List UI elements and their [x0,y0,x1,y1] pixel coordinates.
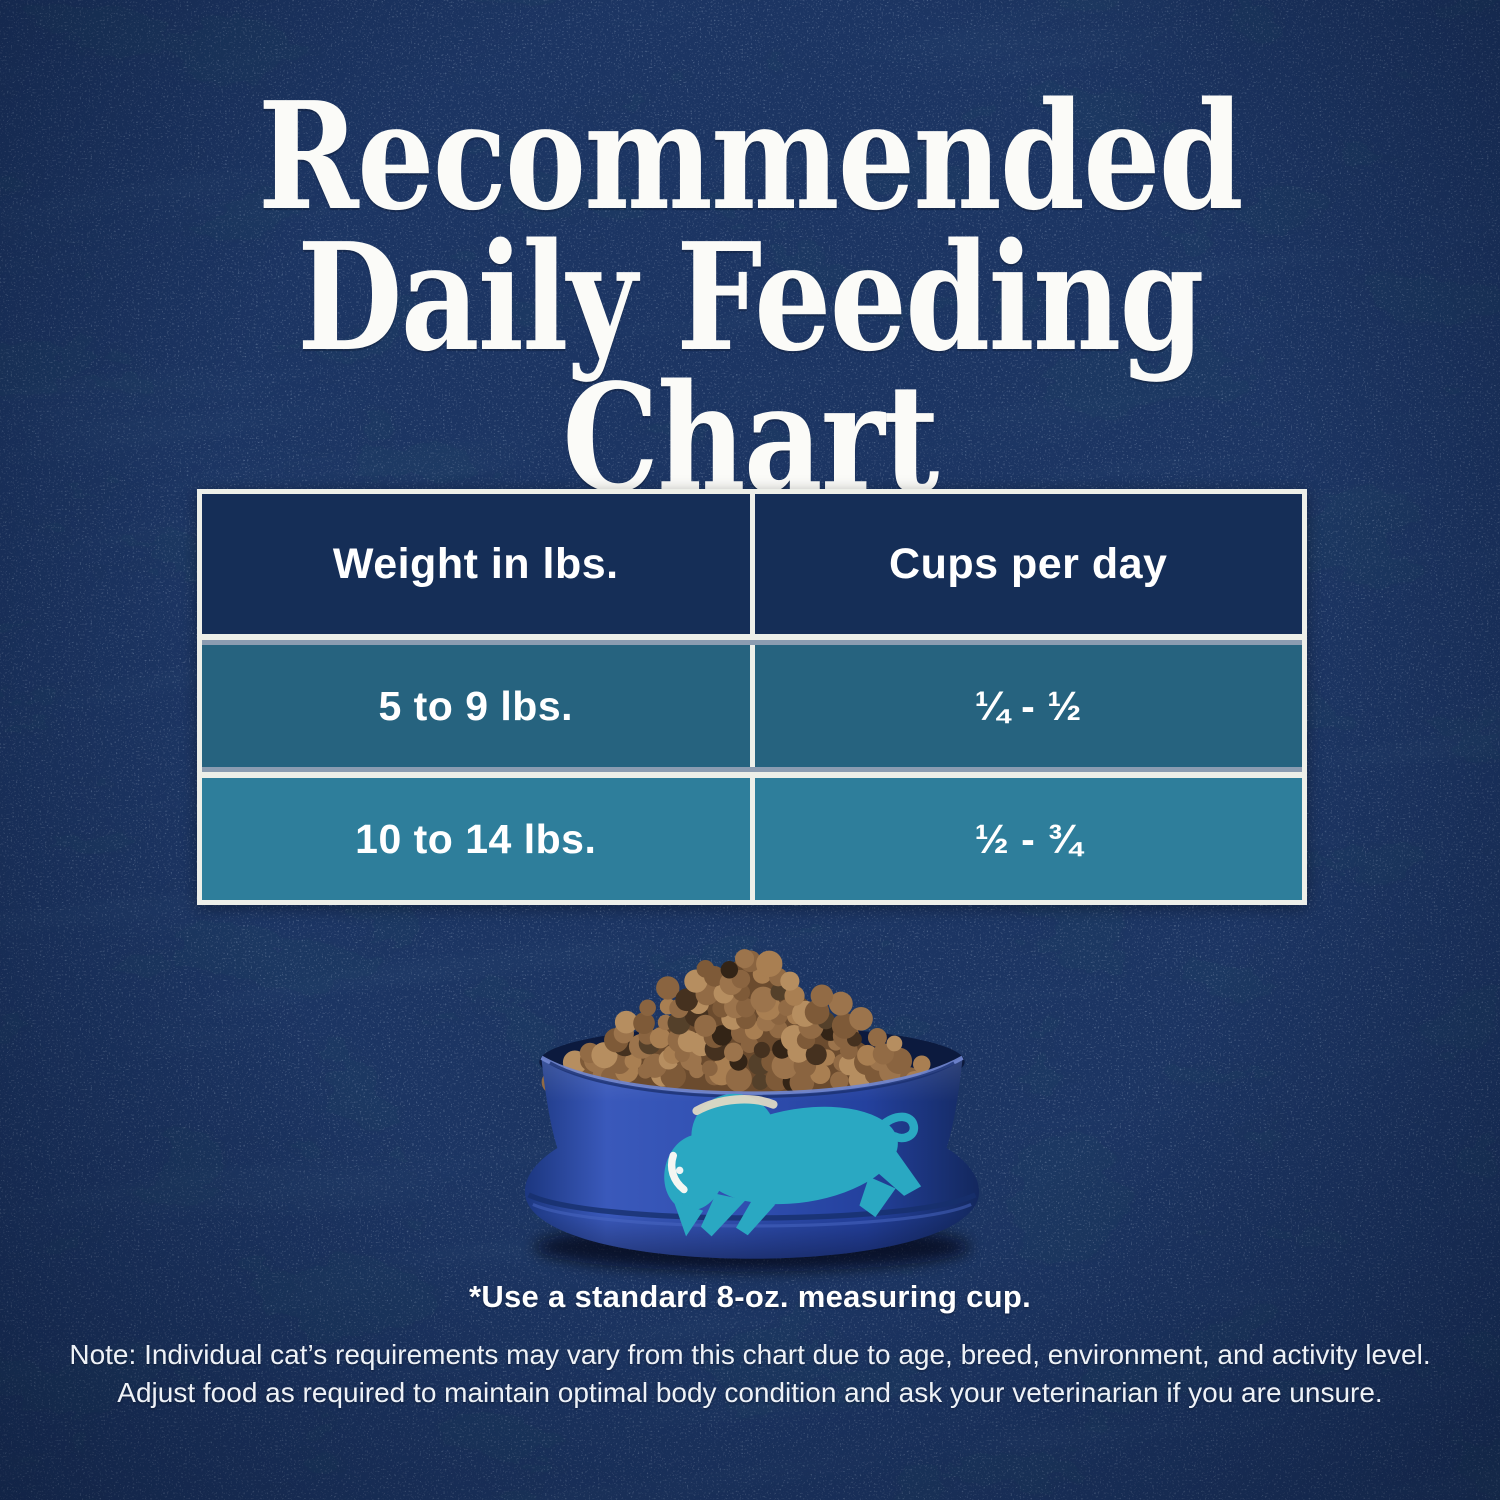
table-row: 5 to 9 lbs. ¼ - ½ [202,645,1302,767]
buffalo-logo [664,1093,922,1237]
disclaimer-note: Note: Individual cat’s requirements may … [0,1336,1500,1412]
feeding-table: Weight in lbs. Cups per day 5 to 9 lbs. … [197,489,1307,905]
disclaimer-line-2: Adjust food as required to maintain opti… [117,1377,1383,1408]
table-header-row: Weight in lbs. Cups per day [202,494,1302,634]
column-header-weight: Weight in lbs. [202,494,750,634]
title-line-1: Recommended [257,69,1244,243]
kibble-pile [541,949,944,1101]
column-header-cups: Cups per day [754,494,1302,634]
row-divider [202,634,1302,645]
disclaimer-line-1: Note: Individual cat’s requirements may … [69,1339,1431,1370]
cups-cell: ¼ - ½ [754,645,1302,767]
page-title: Recommended Daily Feeding Chart [135,69,1365,525]
weight-cell: 5 to 9 lbs. [202,645,750,767]
table-row: 10 to 14 lbs. ½ - ¾ [202,778,1302,900]
measuring-cup-footnote: *Use a standard 8-oz. measuring cup. [468,1279,1032,1314]
column-divider [749,778,755,900]
column-divider [749,645,755,767]
row-divider [202,767,1302,778]
cups-cell: ½ - ¾ [754,778,1302,900]
food-bowl-illustration [518,938,986,1290]
weight-cell: 10 to 14 lbs. [202,778,750,900]
title-line-2: Daily Feeding Chart [297,210,1204,525]
column-divider [749,494,755,634]
